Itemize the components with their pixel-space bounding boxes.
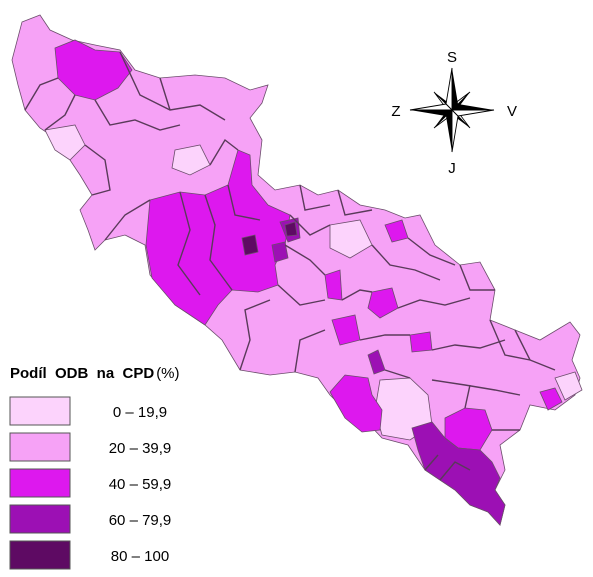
compass-rose: S J Z V [391,49,517,177]
legend-title: Podíl ODB na CPD (%) [10,365,180,382]
region-mid-north [54,39,133,101]
region-mid-small-a [324,269,343,301]
region-high-central-b [271,241,289,263]
compass-north-label: S [447,49,457,66]
map-regions [11,14,583,526]
region-mid-small-d [409,331,433,353]
region-high-south [411,421,506,526]
legend-range-0: 0 – 19,9 [113,404,167,421]
legend-range-4: 80 – 100 [111,548,169,565]
legend-swatch-4 [9,540,71,570]
region-mid-small-b [367,287,399,319]
region-light-a [44,124,86,161]
legend: Podíl ODB na CPD (%) 0 – 19,9 20 – 39,9 40 … [9,365,180,570]
region-light-f [554,371,583,401]
compass-west-label: Z [391,103,400,120]
legend-unit: (%) [156,365,179,382]
legend-title-text: Podíl ODB na CPD [10,365,154,382]
legend-range-2: 40 – 59,9 [109,476,172,493]
compass-star-icon [409,67,495,153]
region-max-b [284,221,298,237]
region-light-d [329,219,373,259]
compass-south-label: J [448,160,456,177]
region-mid-south-a [329,374,383,433]
region-light-b [171,144,211,176]
legend-swatch-0 [9,396,71,426]
municipal-borders [24,51,556,481]
legend-items: 0 – 19,9 20 – 39,9 40 – 59,9 60 – 79,9 80 – … [9,396,172,570]
legend-range-3: 60 – 79,9 [109,512,172,529]
region-mid-east [539,387,563,411]
legend-swatch-1 [9,432,71,462]
region-max-a [241,234,259,256]
compass-east-label: V [507,103,517,120]
legend-swatch-3 [9,504,71,534]
legend-swatch-2 [9,468,71,498]
legend-range-1: 20 – 39,9 [109,440,172,457]
